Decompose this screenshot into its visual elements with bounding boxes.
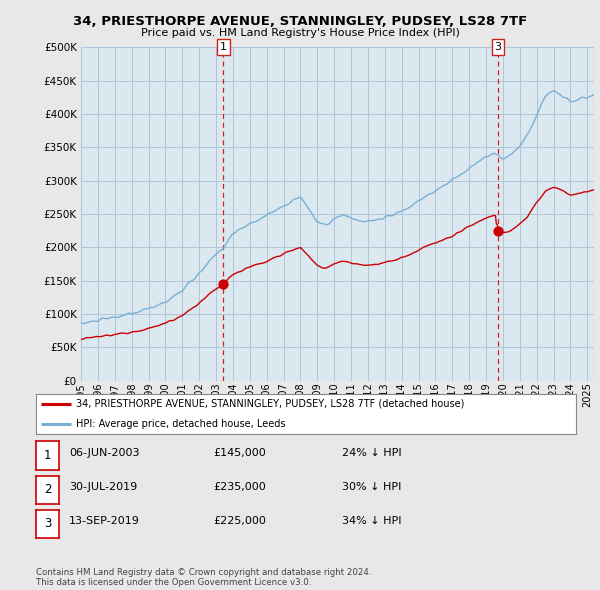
Point — [218, 279, 228, 289]
Point — [493, 226, 503, 235]
Text: 1: 1 — [220, 42, 227, 52]
Text: £225,000: £225,000 — [213, 516, 266, 526]
Text: 3: 3 — [494, 42, 502, 52]
Text: 2: 2 — [44, 483, 51, 496]
Text: £145,000: £145,000 — [213, 448, 266, 457]
Text: £235,000: £235,000 — [213, 482, 266, 491]
Text: Price paid vs. HM Land Registry's House Price Index (HPI): Price paid vs. HM Land Registry's House … — [140, 28, 460, 38]
Text: 30-JUL-2019: 30-JUL-2019 — [69, 482, 137, 491]
Text: HPI: Average price, detached house, Leeds: HPI: Average price, detached house, Leed… — [77, 419, 286, 428]
Text: 30% ↓ HPI: 30% ↓ HPI — [342, 482, 401, 491]
Text: Contains HM Land Registry data © Crown copyright and database right 2024.
This d: Contains HM Land Registry data © Crown c… — [36, 568, 371, 587]
Text: 34% ↓ HPI: 34% ↓ HPI — [342, 516, 401, 526]
Text: 3: 3 — [44, 517, 51, 530]
Text: 24% ↓ HPI: 24% ↓ HPI — [342, 448, 401, 457]
Text: 06-JUN-2003: 06-JUN-2003 — [69, 448, 139, 457]
Text: 1: 1 — [44, 449, 51, 462]
Text: 34, PRIESTHORPE AVENUE, STANNINGLEY, PUDSEY, LS28 7TF (detached house): 34, PRIESTHORPE AVENUE, STANNINGLEY, PUD… — [77, 399, 465, 408]
Text: 13-SEP-2019: 13-SEP-2019 — [69, 516, 140, 526]
Text: 34, PRIESTHORPE AVENUE, STANNINGLEY, PUDSEY, LS28 7TF: 34, PRIESTHORPE AVENUE, STANNINGLEY, PUD… — [73, 15, 527, 28]
